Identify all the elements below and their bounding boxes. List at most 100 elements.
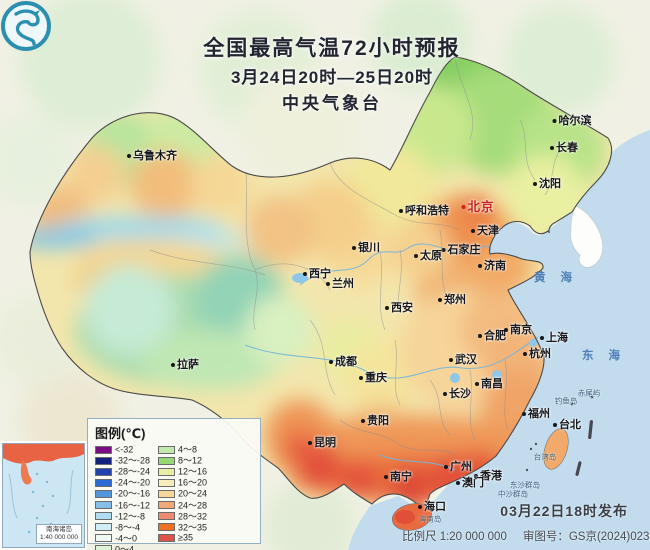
legend-item: -32～-28 xyxy=(95,455,150,466)
legend-title: 图例(℃) xyxy=(95,426,146,441)
city-dot xyxy=(461,205,466,209)
city-label: 昆明 xyxy=(308,437,336,449)
footer-row: 比例尺 1:20 000 000 审图号：GS京(2024)0236号 xyxy=(402,528,650,544)
legend-swatch xyxy=(158,512,176,521)
legend-label: 0～4 xyxy=(115,544,135,550)
city-dot xyxy=(456,481,460,485)
inset-scale: 1:40 000 000 xyxy=(40,534,78,541)
legend-item: -16～-12 xyxy=(95,499,150,510)
city-dot xyxy=(361,419,365,423)
city-dot xyxy=(522,412,526,416)
legend-label: ≥35 xyxy=(178,532,193,543)
legend-label: 24～28 xyxy=(178,500,208,511)
city-dot xyxy=(399,209,403,213)
legend-swatch xyxy=(95,467,112,476)
city-dot xyxy=(384,475,388,479)
city-name: 太原 xyxy=(420,250,442,262)
city-label: 南昌 xyxy=(475,378,503,390)
island-label: 东沙群岛 xyxy=(510,480,540,490)
legend-swatch xyxy=(158,501,176,510)
city-dot xyxy=(329,360,333,364)
legend-item: 16～20 xyxy=(158,477,207,488)
city-name: 贵阳 xyxy=(367,415,389,427)
city-label: 太原 xyxy=(414,250,442,262)
issue-time: 03月22日18时发布 xyxy=(500,503,628,519)
hainan-hot-patch xyxy=(395,510,415,524)
city-name: 香港 xyxy=(480,470,502,482)
city-label: 福州 xyxy=(522,408,550,420)
city-name: 呼和浩特 xyxy=(405,205,449,217)
city-name: 西安 xyxy=(391,302,413,314)
city-name: 西宁 xyxy=(309,268,331,280)
city-dot xyxy=(385,306,389,310)
city-dot xyxy=(553,423,557,427)
city-dot xyxy=(471,229,475,233)
legend-swatch xyxy=(95,545,112,550)
legend-item: 24～28 xyxy=(158,499,207,510)
city-label: 合肥 xyxy=(478,330,506,342)
island-label: 中沙群岛 xyxy=(498,489,528,499)
city-dot xyxy=(449,358,453,362)
legend-item: 8～12 xyxy=(158,455,207,466)
cma-logo xyxy=(1,1,51,51)
city-name: 拉萨 xyxy=(177,359,199,371)
city-dot xyxy=(438,298,442,302)
city-name: 兰州 xyxy=(332,278,354,290)
city-label: 石家庄 xyxy=(441,244,481,256)
legend-label: <-32 xyxy=(115,444,134,455)
legend-label: -32～-28 xyxy=(115,455,151,466)
city-name: 哈尔滨 xyxy=(558,115,592,127)
city-label: 澳门 xyxy=(456,477,484,489)
city-name: 成都 xyxy=(335,356,357,368)
legend-label: -16～-12 xyxy=(115,500,151,511)
map-title-block: 全国最高气温72小时预报 3月24日20时—25日20时 中央气象台 xyxy=(162,34,502,117)
city-dot xyxy=(418,505,422,509)
city-dot xyxy=(540,336,544,340)
sea-label: 东海 xyxy=(582,350,635,362)
legend-item: 12～16 xyxy=(158,466,207,477)
inset-map xyxy=(3,444,84,534)
city-label: 南宁 xyxy=(384,471,412,483)
legend-item: -24～-20 xyxy=(95,477,150,488)
legend-item: 0～4 xyxy=(95,544,150,550)
legend-col-left: <-32 -32～-28 -28～-24 -24～-20 -20～-16 -16～-12-… xyxy=(95,444,150,550)
city-dot xyxy=(523,352,527,356)
rivers xyxy=(244,243,539,471)
city-label: 贵阳 xyxy=(361,415,389,427)
city-label: 重庆 xyxy=(359,372,387,384)
korea-peninsula xyxy=(570,205,604,268)
city-label: 西宁 xyxy=(303,268,331,280)
legend-swatch xyxy=(95,478,112,487)
city-dot xyxy=(504,328,508,332)
city-label: 香港 xyxy=(474,470,502,482)
legend-label: 4～8 xyxy=(178,444,198,455)
city-label: 杭州 xyxy=(523,348,551,360)
city-name: 南宁 xyxy=(390,471,412,483)
sea-label: 黄海 xyxy=(534,272,587,284)
city-name: 郑州 xyxy=(444,294,466,306)
legend-swatch xyxy=(95,523,112,532)
city-dot xyxy=(550,146,554,150)
city-label: 台北 xyxy=(553,419,581,431)
city-dot xyxy=(326,282,330,286)
city-label: 乌鲁木齐 xyxy=(127,150,177,162)
legend-label: 20～24 xyxy=(178,488,208,499)
legend-item: <-32 xyxy=(95,444,150,455)
city-dot xyxy=(414,254,418,258)
city-name: 广州 xyxy=(450,461,472,473)
legend-label: -28～-24 xyxy=(115,466,151,477)
legend-item: -12～-8 xyxy=(95,511,150,522)
legend-item: -28～-24 xyxy=(95,466,150,477)
map-approval-number: 审图号：GS京(2024)0236号 xyxy=(522,531,650,543)
city-label: 银川 xyxy=(352,242,380,254)
city-label: 拉萨 xyxy=(171,359,199,371)
legend-swatch xyxy=(95,489,112,498)
city-name: 海口 xyxy=(424,501,446,513)
city-name: 长春 xyxy=(556,142,578,154)
legend-item: 28～32 xyxy=(158,511,207,522)
